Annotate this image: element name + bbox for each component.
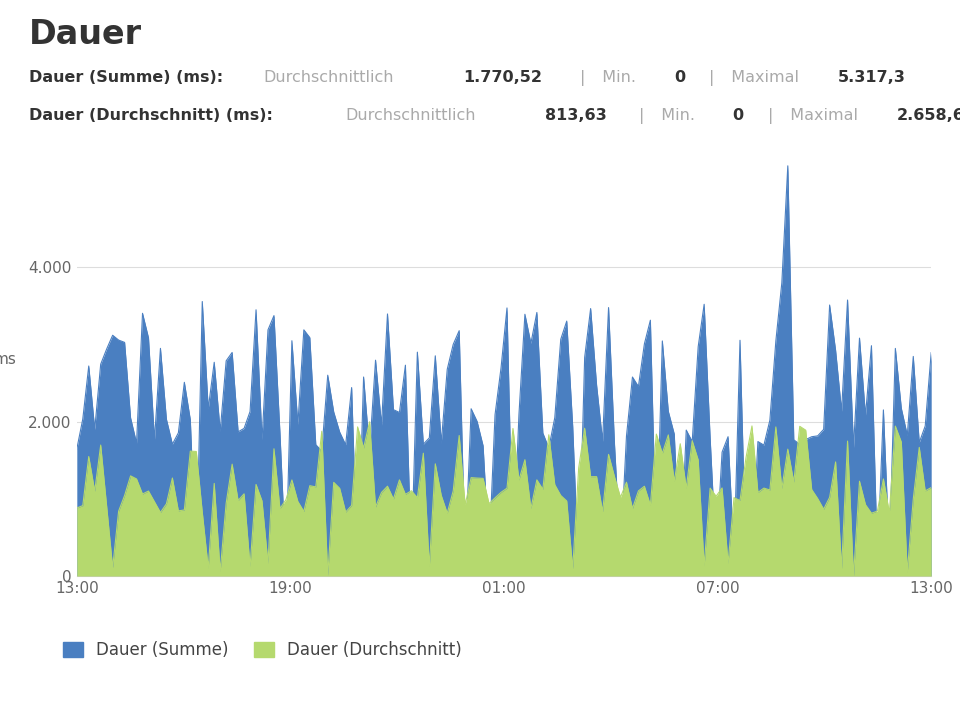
Text: Maximal: Maximal: [780, 108, 863, 123]
Text: Dauer: Dauer: [29, 18, 142, 51]
Text: Min.: Min.: [592, 70, 641, 85]
Text: |: |: [709, 70, 714, 86]
Text: Durchschnittlich: Durchschnittlich: [263, 70, 394, 85]
Text: Dauer (Summe) (ms):: Dauer (Summe) (ms):: [29, 70, 223, 85]
Text: 5.317,3: 5.317,3: [838, 70, 906, 85]
Text: Maximal: Maximal: [721, 70, 804, 85]
Text: |: |: [638, 108, 644, 124]
Text: |: |: [580, 70, 586, 86]
Text: 0: 0: [732, 108, 744, 123]
Text: 1.770,52: 1.770,52: [463, 70, 541, 85]
Text: Durchschnittlich: Durchschnittlich: [346, 108, 476, 123]
Text: 813,63: 813,63: [545, 108, 607, 123]
Text: 0: 0: [674, 70, 685, 85]
Text: 2.658,65: 2.658,65: [897, 108, 960, 123]
Text: Dauer (Durchschnitt) (ms):: Dauer (Durchschnitt) (ms):: [29, 108, 273, 123]
Text: |: |: [768, 108, 773, 124]
Y-axis label: ms: ms: [0, 353, 16, 367]
Legend: Dauer (Summe), Dauer (Durchschnitt): Dauer (Summe), Dauer (Durchschnitt): [57, 635, 468, 666]
Text: Min.: Min.: [651, 108, 700, 123]
